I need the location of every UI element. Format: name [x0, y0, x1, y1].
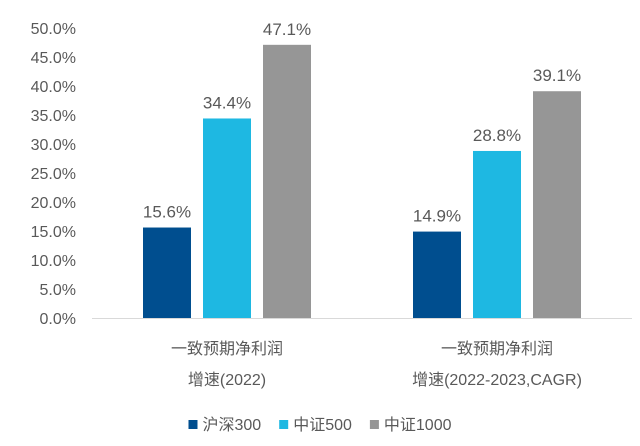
- legend-label-2: 中证500: [293, 416, 352, 434]
- data-label: 47.1%: [263, 20, 311, 39]
- data-label: 34.4%: [203, 93, 251, 112]
- category-label-line2: 增速(2022-2023,CAGR): [412, 371, 582, 389]
- bar-2-category-1: [203, 118, 251, 318]
- data-label: 14.9%: [413, 207, 461, 226]
- bar-3-category-1: [263, 44, 311, 318]
- y-tick-label: 45.0%: [31, 50, 76, 67]
- legend-swatch-3: [369, 420, 379, 429]
- legend-swatch-2: [279, 420, 289, 429]
- y-tick-label: 35.0%: [31, 108, 76, 125]
- bar-2-category-2: [473, 150, 521, 318]
- data-label: 28.8%: [473, 126, 521, 145]
- y-tick-label: 15.0%: [31, 224, 76, 241]
- category-label-line1: 一致预期净利润: [171, 340, 283, 358]
- y-tick-label: 25.0%: [31, 166, 76, 183]
- data-label: 39.1%: [533, 66, 581, 85]
- y-tick-label: 40.0%: [31, 79, 76, 96]
- y-tick-label: 20.0%: [31, 195, 76, 212]
- bar-1-category-2: [413, 231, 461, 318]
- bar-1-category-1: [143, 227, 191, 318]
- legend-swatch-1: [188, 420, 198, 429]
- y-tick-label: 50.0%: [31, 21, 76, 38]
- y-tick-label: 10.0%: [31, 253, 76, 270]
- category-label-line1: 一致预期净利润: [441, 340, 553, 358]
- y-tick-label: 30.0%: [31, 137, 76, 154]
- y-tick-label: 0.0%: [40, 311, 76, 328]
- legend-label-1: 沪深300: [202, 416, 261, 434]
- category-label-line2: 增速(2022): [188, 371, 266, 389]
- legend-label-3: 中证1000: [384, 416, 452, 434]
- y-tick-label: 5.0%: [40, 282, 76, 299]
- data-label: 15.6%: [143, 203, 191, 222]
- bar-3-category-2: [533, 91, 581, 318]
